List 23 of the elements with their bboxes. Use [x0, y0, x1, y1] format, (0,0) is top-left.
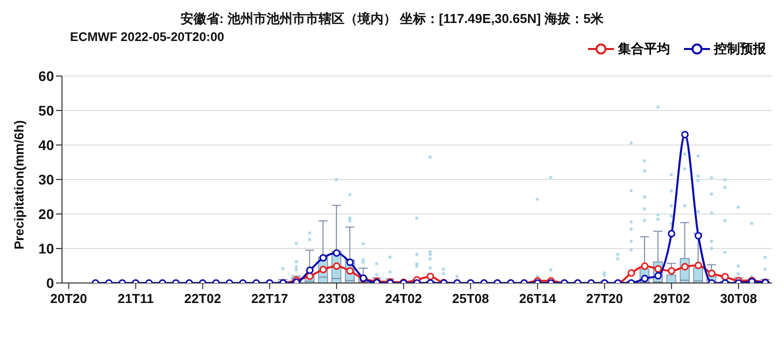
- y-tick-label: 10: [38, 240, 54, 256]
- x-tick-label: 26T14: [519, 291, 557, 306]
- x-tick-label: 25T08: [452, 291, 490, 306]
- legend-label: 控制预报: [714, 40, 766, 58]
- x-tick-label: 24T02: [385, 291, 422, 306]
- x-tick-label: 20T20: [50, 291, 88, 306]
- y-tick-label: 40: [38, 136, 54, 153]
- y-tick-label: 20: [38, 206, 54, 222]
- x-tick-label: 30T08: [720, 291, 757, 306]
- x-tick-label: 22T02: [184, 291, 222, 306]
- x-tick-label: 27T20: [586, 291, 623, 306]
- x-tick-label: 29T02: [653, 291, 690, 306]
- legend-label: 集合平均: [618, 40, 670, 58]
- chart-subtitle: ECMWF 2022-05-20T20:00: [70, 30, 224, 44]
- chart-title: 安徽省: 池州市池州市市辖区（境内） 坐标：[117.49E,30.65N] 海拔：5米: [179, 10, 605, 28]
- y-axis-title: Precipitation(mm/6h): [12, 120, 27, 250]
- y-tick-label: 30: [38, 171, 54, 188]
- y-tick-label: 60: [38, 68, 54, 84]
- x-tick-label: 21T11: [118, 291, 154, 306]
- x-tick-label: 23T08: [318, 291, 356, 306]
- y-tick-label: 50: [38, 102, 54, 118]
- x-tick-label: 22T17: [251, 291, 288, 306]
- y-tick-label: 0: [46, 274, 54, 291]
